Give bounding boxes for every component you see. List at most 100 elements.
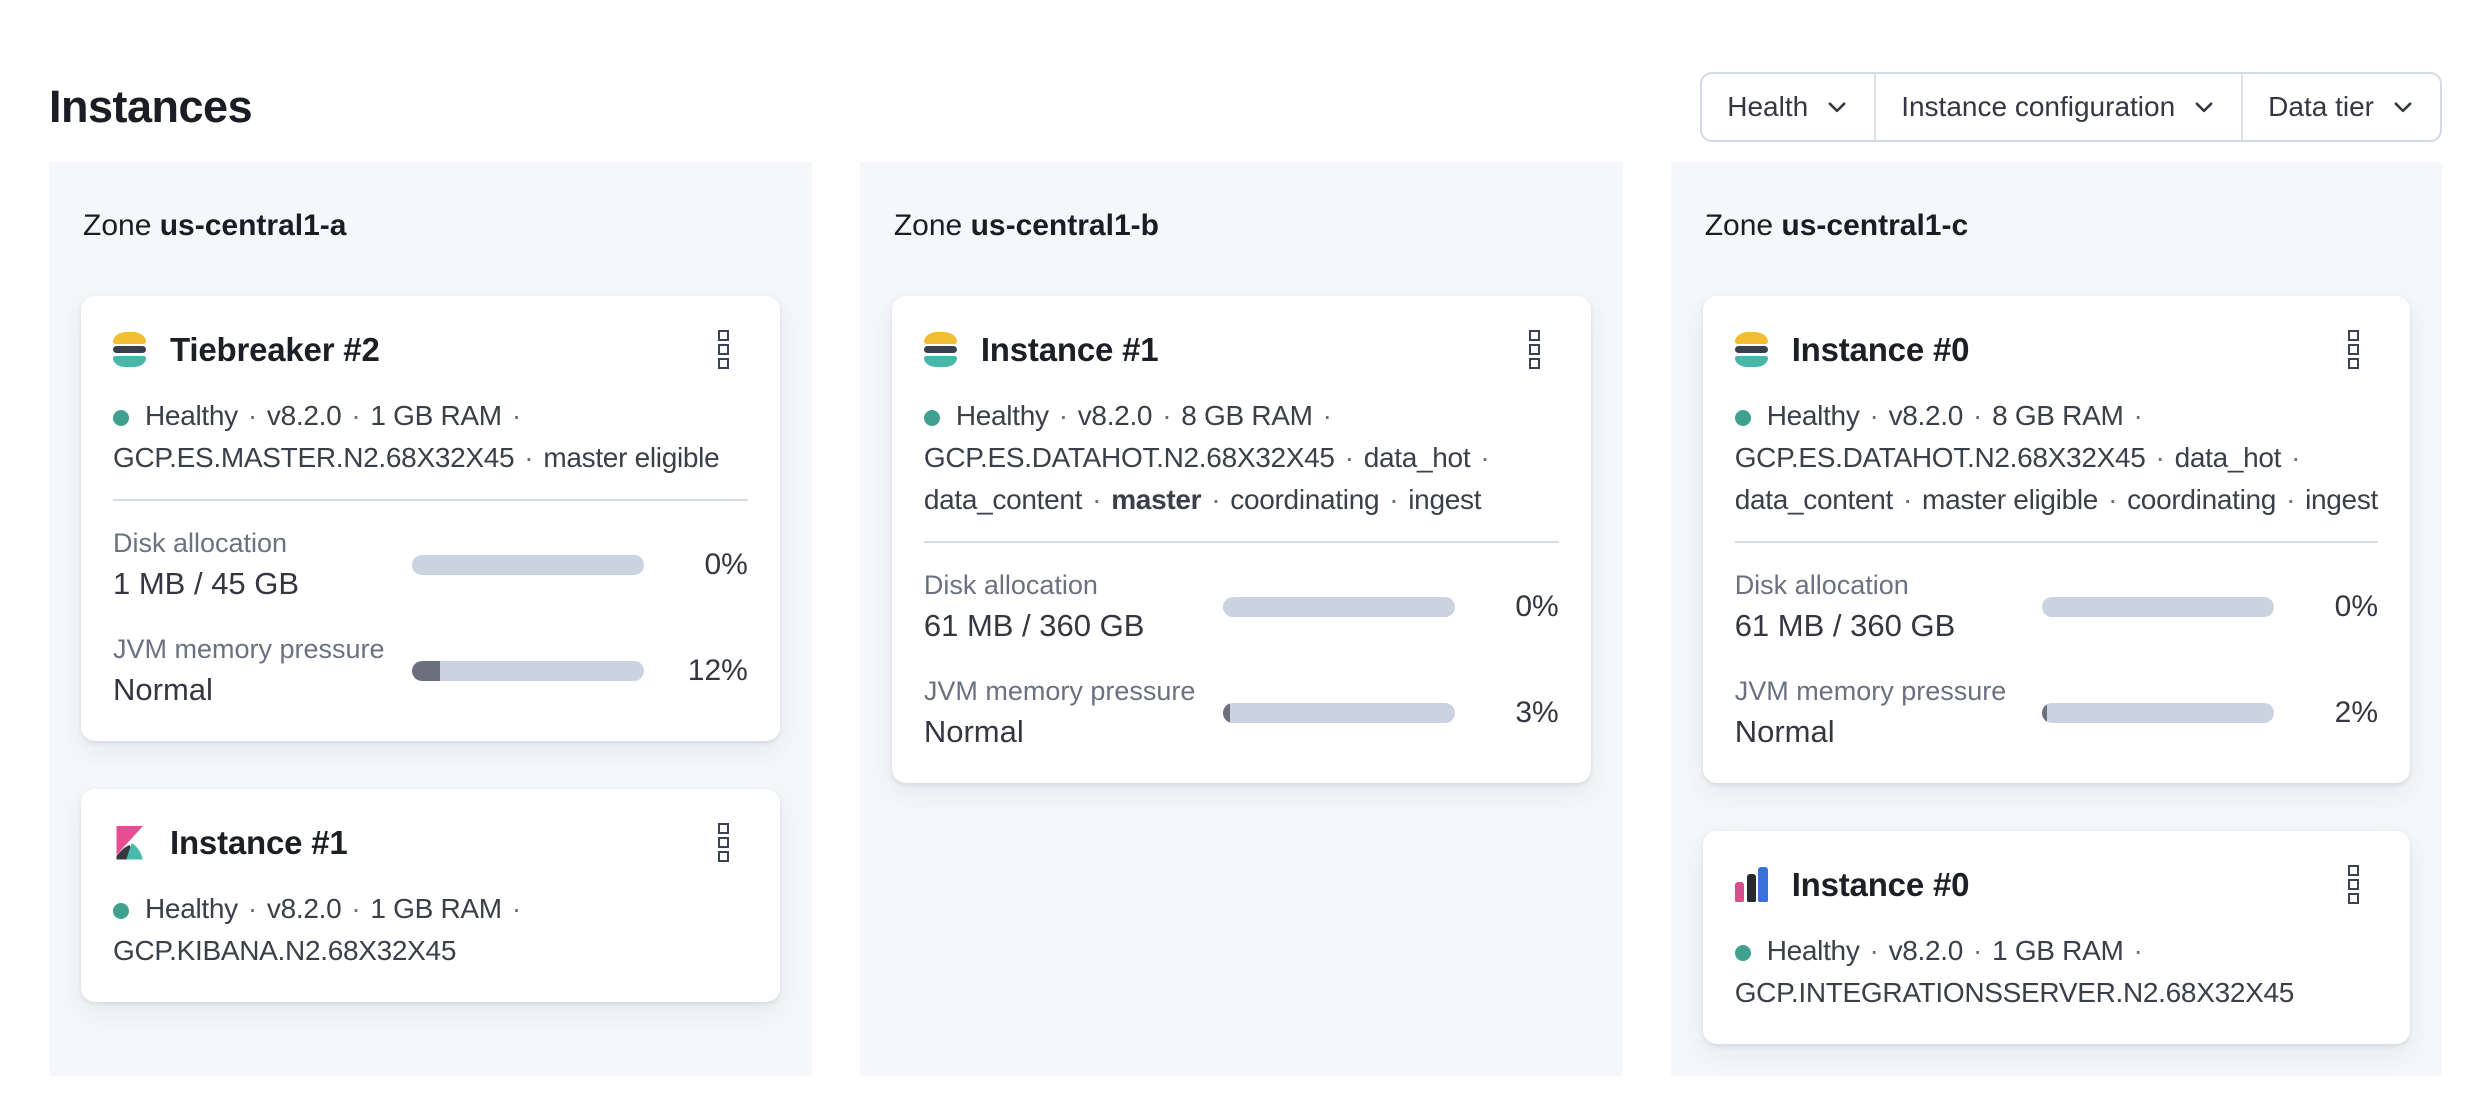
status-separator-dot: · [2133, 400, 2143, 431]
instance-menu-button[interactable] [1525, 326, 1544, 373]
status-token: GCP.KIBANA.N2.68X32X45 [113, 935, 457, 966]
filter-instance-configuration-button[interactable]: Instance configuration [1874, 74, 2241, 140]
zone-title: Zone us-central1-a [83, 206, 780, 246]
filter-data-tier-label: Data tier [2268, 91, 2374, 122]
status-line: GCP.ES.DATAHOT.N2.68X32X45 · data_hot · [1735, 437, 2378, 479]
boxes-vertical-icon-box [717, 330, 729, 341]
status-line: GCP.ES.MASTER.N2.68X32X45 · master eligibl… [113, 437, 748, 479]
status-token: 1 GB RAM [370, 400, 502, 431]
filter-data-tier-button[interactable]: Data tier [2241, 74, 2440, 140]
filter-health-button[interactable]: Health [1702, 74, 1874, 140]
elasticsearch-logo-icon [113, 332, 146, 367]
filter-instance-configuration-label: Instance configuration [1901, 91, 2176, 122]
boxes-vertical-icon-box [2348, 344, 2360, 355]
status-token: 1 GB RAM [370, 893, 502, 924]
instance-status: Healthy · v8.2.0 · 1 GB RAM · GCP.KIBANA.N2.68… [113, 888, 748, 972]
metric-row: Disk allocation 61 MB / 360 GB 0% [1735, 567, 2378, 647]
status-token: v8.2.0 [1077, 400, 1153, 431]
progress-bar-fill [2042, 703, 2047, 723]
status-separator-dot: · [2108, 484, 2118, 515]
status-token: master eligible [1922, 484, 2099, 515]
status-token: GCP.ES.DATAHOT.N2.68X32X45 [923, 442, 1335, 473]
progress-bar [411, 661, 644, 681]
metric-text: JVM memory pressure Normal [1735, 673, 2042, 753]
instance-menu-button[interactable] [714, 819, 733, 866]
metrics-section: Disk allocation 61 MB / 360 GB 0% JVM memor… [1735, 567, 2378, 753]
metric-value: Normal [113, 672, 213, 707]
status-line: Healthy · v8.2.0 · 1 GB RAM · [113, 395, 748, 437]
status-separator-dot: · [1389, 484, 1399, 515]
metric-text: JVM memory pressure Normal [113, 631, 412, 711]
card-header: Instance #0 [1734, 861, 2378, 908]
status-separator-dot: · [1211, 484, 1221, 515]
status-token: Healthy [955, 400, 1049, 431]
instance-status: Healthy · v8.2.0 · 1 GB RAM · GCP.ES.MASTER.N2… [113, 395, 748, 479]
zones-row: Zone us-central1-a Tiebreaker #2 Healthy · v… [49, 162, 2443, 1076]
boxes-vertical-icon-box [717, 837, 729, 848]
instance-status: Healthy · v8.2.0 · 8 GB RAM · GCP.ES.DATAHOT.N… [1734, 395, 2378, 521]
zone-name: us-central1-b [970, 209, 1159, 242]
metric-label: Disk allocation [113, 528, 288, 558]
status-token: 1 GB RAM [1992, 935, 2124, 966]
status-separator-dot: · [1869, 400, 1879, 431]
metric-label: JVM memory pressure [1734, 676, 2007, 706]
instance-title: Instance #0 [1791, 330, 1970, 368]
instance-menu-button[interactable] [714, 326, 733, 373]
boxes-vertical-icon-box [1528, 344, 1540, 355]
metric-row: JVM memory pressure Normal 12% [113, 631, 748, 711]
instance-title: Instance #1 [980, 330, 1159, 368]
filter-group: Health Instance configuration Data tier [1700, 72, 2442, 142]
instance-title: Tiebreaker #2 [170, 330, 380, 368]
progress-bar [2042, 597, 2275, 617]
status-separator-dot: · [524, 442, 534, 473]
status-line: Healthy · v8.2.0 · 8 GB RAM · [923, 395, 1559, 437]
card-header: Instance #1 [113, 819, 748, 866]
elasticsearch-logo-icon [923, 332, 957, 367]
status-separator-dot: · [247, 893, 257, 924]
health-status-dot [113, 410, 129, 426]
page-header: Instances Health Instance configuration … [0, 0, 2490, 162]
boxes-vertical-icon-box [717, 358, 729, 369]
metric-text: JVM memory pressure Normal [924, 673, 1223, 753]
chevron-down-icon [2195, 102, 2213, 113]
percent-value: 12% [687, 654, 748, 687]
card-header: Instance #1 [923, 326, 1559, 373]
status-token: ingest [1408, 484, 1482, 515]
metric-text: Disk allocation 1 MB / 45 GB [113, 525, 412, 605]
status-separator-dot: · [1869, 935, 1879, 966]
zone-title-prefix: Zone [1704, 209, 1782, 242]
progress-bar [1222, 703, 1455, 723]
status-token: data_content [923, 484, 1083, 515]
metric-value: 61 MB / 360 GB [1734, 608, 1956, 643]
progress-bar [1222, 597, 1455, 617]
percent-value: 0% [1515, 590, 1559, 623]
status-separator-dot: · [351, 400, 361, 431]
status-separator-dot: · [1092, 484, 1102, 515]
boxes-vertical-icon-box [717, 823, 729, 834]
instance-card: Instance #0 Healthy · v8.2.0 · 8 GB RAM · GCP.E… [1702, 296, 2411, 783]
status-separator-dot: · [2286, 484, 2296, 515]
instance-menu-button[interactable] [2344, 326, 2363, 373]
metric-value: Normal [1734, 714, 1835, 749]
metrics-section: Disk allocation 1 MB / 45 GB 0% JVM memory … [113, 525, 748, 711]
status-token: GCP.ES.DATAHOT.N2.68X32X45 [1734, 442, 2146, 473]
metric-label: JVM memory pressure [113, 634, 385, 664]
instance-card: Instance #0 Healthy · v8.2.0 · 1 GB RAM · GCP.I… [1702, 831, 2411, 1044]
status-line: GCP.INTEGRATIONSSERVER.N2.68X32X45 [1735, 972, 2378, 1014]
status-line: Healthy · v8.2.0 · 1 GB RAM · [1734, 930, 2378, 972]
status-token: GCP.ES.MASTER.N2.68X32X45 [113, 442, 515, 473]
instance-card: Tiebreaker #2 Healthy · v8.2.0 · 1 GB RAM · GCP… [81, 296, 780, 741]
status-token: v8.2.0 [1888, 400, 1964, 431]
instance-title: Instance #1 [170, 823, 348, 861]
zone-panel-us-central1-b: Zone us-central1-b Instance #1 Healthy · v8.… [859, 162, 1623, 1076]
boxes-vertical-icon-box [2348, 865, 2360, 876]
status-line: GCP.ES.DATAHOT.N2.68X32X45 · data_hot · [924, 437, 1559, 479]
percent-value: 0% [2334, 590, 2379, 623]
metric-label: Disk allocation [1734, 570, 1909, 600]
status-separator-dot: · [1973, 935, 1983, 966]
status-separator-dot: · [1973, 400, 1983, 431]
boxes-vertical-icon-box [2348, 879, 2360, 890]
status-separator-dot: · [511, 893, 521, 924]
zone-name: us-central1-c [1781, 209, 1969, 242]
instance-menu-button[interactable] [2344, 861, 2363, 908]
